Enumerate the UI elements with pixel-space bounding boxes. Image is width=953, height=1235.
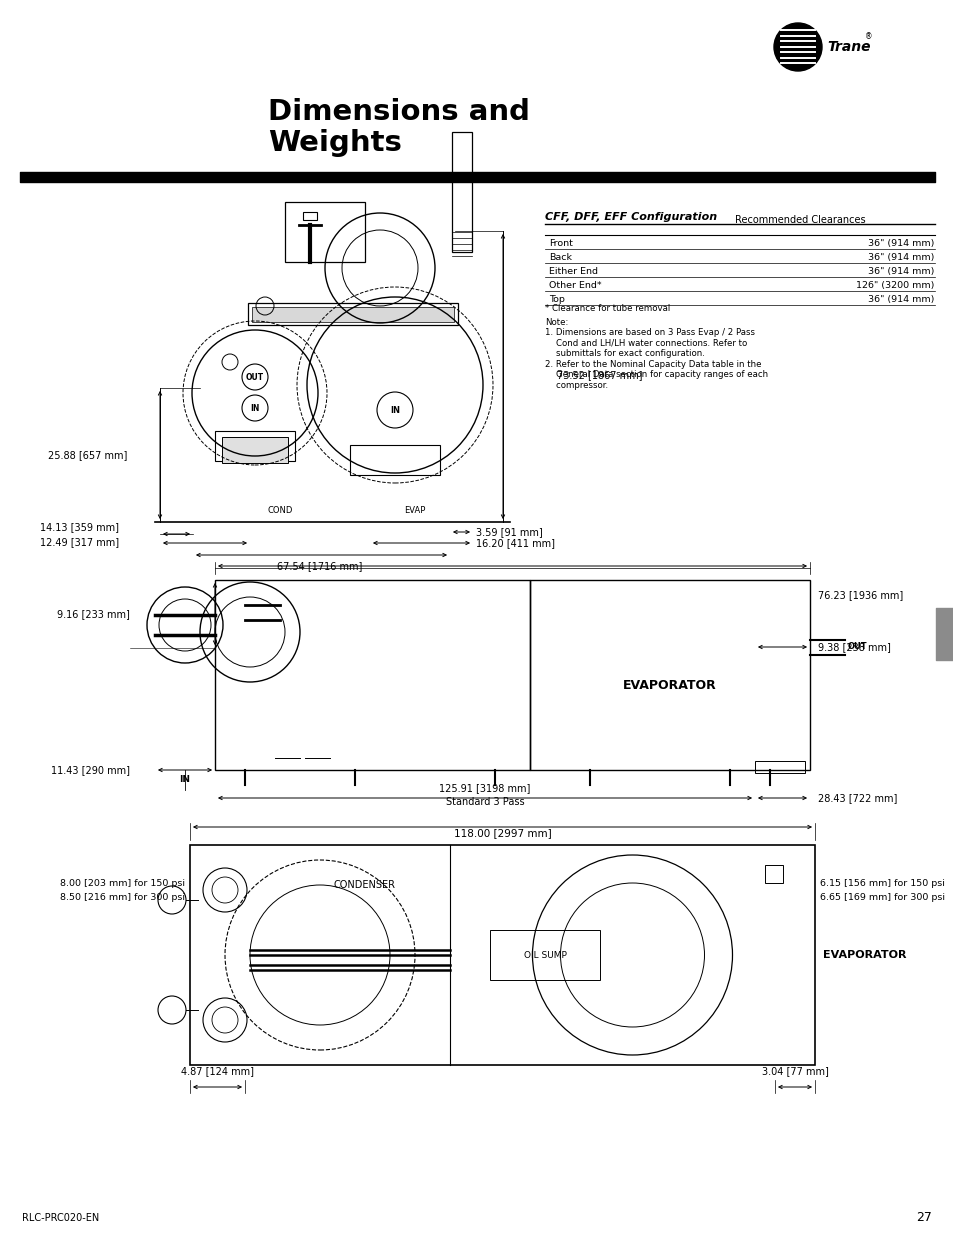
Text: 76.23 [1936 mm]: 76.23 [1936 mm] <box>817 590 902 600</box>
Text: 36" (914 mm): 36" (914 mm) <box>866 238 933 248</box>
Bar <box>350 445 439 475</box>
Text: 118.00 [2997 mm]: 118.00 [2997 mm] <box>453 827 551 839</box>
Bar <box>490 930 599 981</box>
Text: EVAP: EVAP <box>404 505 425 515</box>
Text: 14.13 [359 mm]: 14.13 [359 mm] <box>40 522 119 532</box>
Text: ®: ® <box>864 32 872 42</box>
Bar <box>222 437 288 463</box>
Text: OUT: OUT <box>847 641 866 651</box>
Text: Standard 3 Pass: Standard 3 Pass <box>445 797 524 806</box>
Text: 27: 27 <box>915 1212 931 1224</box>
Ellipse shape <box>773 23 821 70</box>
Text: Weights: Weights <box>268 128 401 157</box>
Text: 67.54 [1716 mm]: 67.54 [1716 mm] <box>277 561 362 571</box>
Text: Note:: Note: <box>544 317 568 327</box>
Bar <box>285 203 365 262</box>
Bar <box>764 864 782 883</box>
Text: 73.52 [1867 mm]: 73.52 [1867 mm] <box>557 370 641 380</box>
Text: RLC-PRC020-EN: RLC-PRC020-EN <box>22 1213 99 1223</box>
Text: 4.87 [124 mm]: 4.87 [124 mm] <box>181 1066 253 1076</box>
Text: Other End*: Other End* <box>548 280 601 290</box>
Text: compressor.: compressor. <box>544 380 607 390</box>
Text: 1. Dimensions are based on 3 Pass Evap / 2 Pass: 1. Dimensions are based on 3 Pass Evap /… <box>544 329 754 337</box>
Text: Front: Front <box>548 238 572 248</box>
Bar <box>190 845 814 1065</box>
Bar <box>214 431 294 461</box>
Text: CONDENSER: CONDENSER <box>334 881 395 890</box>
Text: EVAPORATOR: EVAPORATOR <box>822 950 905 960</box>
Text: Dimensions and: Dimensions and <box>268 98 530 126</box>
Text: 28.43 [722 mm]: 28.43 [722 mm] <box>817 793 897 803</box>
Bar <box>452 132 472 252</box>
Bar <box>252 308 454 322</box>
Text: COND: COND <box>267 505 293 515</box>
Text: 3.04 [77 mm]: 3.04 [77 mm] <box>760 1066 827 1076</box>
Text: Recommended Clearances: Recommended Clearances <box>734 215 864 225</box>
Text: General Data section for capacity ranges of each: General Data section for capacity ranges… <box>544 370 767 379</box>
Text: Trane: Trane <box>826 40 869 54</box>
Text: IN: IN <box>390 405 399 415</box>
Text: Cond and LH/LH water connections. Refer to: Cond and LH/LH water connections. Refer … <box>544 338 746 348</box>
Text: * Clearance for tube removal: * Clearance for tube removal <box>544 304 670 312</box>
Text: submittals for exact configuration.: submittals for exact configuration. <box>544 350 704 358</box>
Text: IN: IN <box>179 776 191 784</box>
Bar <box>248 303 457 325</box>
Text: 36" (914 mm): 36" (914 mm) <box>866 267 933 275</box>
Text: 9.38 [238 mm]: 9.38 [238 mm] <box>817 642 890 652</box>
Bar <box>303 212 316 220</box>
Text: IN: IN <box>250 404 259 412</box>
Text: 25.88 [657 mm]: 25.88 [657 mm] <box>49 450 128 459</box>
Text: 6.15 [156 mm] for 150 psi: 6.15 [156 mm] for 150 psi <box>820 878 943 888</box>
Text: 8.00 [203 mm] for 150 psi: 8.00 [203 mm] for 150 psi <box>60 878 185 888</box>
Text: 126" (3200 mm): 126" (3200 mm) <box>855 280 933 290</box>
Text: 16.20 [411 mm]: 16.20 [411 mm] <box>476 538 555 548</box>
Text: OUT: OUT <box>246 373 264 382</box>
Bar <box>214 580 530 769</box>
Text: 8.50 [216 mm] for 300 psi: 8.50 [216 mm] for 300 psi <box>60 893 185 902</box>
Text: 3.59 [91 mm]: 3.59 [91 mm] <box>476 527 542 537</box>
Text: OIL SUMP: OIL SUMP <box>523 951 566 960</box>
Bar <box>530 580 809 769</box>
Text: Top: Top <box>548 295 564 304</box>
Text: 2. Refer to the Nominal Capacity Data table in the: 2. Refer to the Nominal Capacity Data ta… <box>544 359 760 369</box>
Text: EVAPORATOR: EVAPORATOR <box>622 678 716 692</box>
Bar <box>754 761 804 773</box>
Text: Either End: Either End <box>548 267 598 275</box>
Text: 11.43 [290 mm]: 11.43 [290 mm] <box>51 764 130 776</box>
Text: 36" (914 mm): 36" (914 mm) <box>866 295 933 304</box>
Text: 12.49 [317 mm]: 12.49 [317 mm] <box>40 537 119 547</box>
Text: Back: Back <box>548 253 572 262</box>
Text: 6.65 [169 mm] for 300 psi: 6.65 [169 mm] for 300 psi <box>820 893 944 902</box>
Text: 125.91 [3198 mm]: 125.91 [3198 mm] <box>438 783 530 793</box>
Text: 9.16 [233 mm]: 9.16 [233 mm] <box>57 609 130 619</box>
Text: CFF, DFF, EFF Configuration: CFF, DFF, EFF Configuration <box>544 212 717 222</box>
Text: 36" (914 mm): 36" (914 mm) <box>866 253 933 262</box>
